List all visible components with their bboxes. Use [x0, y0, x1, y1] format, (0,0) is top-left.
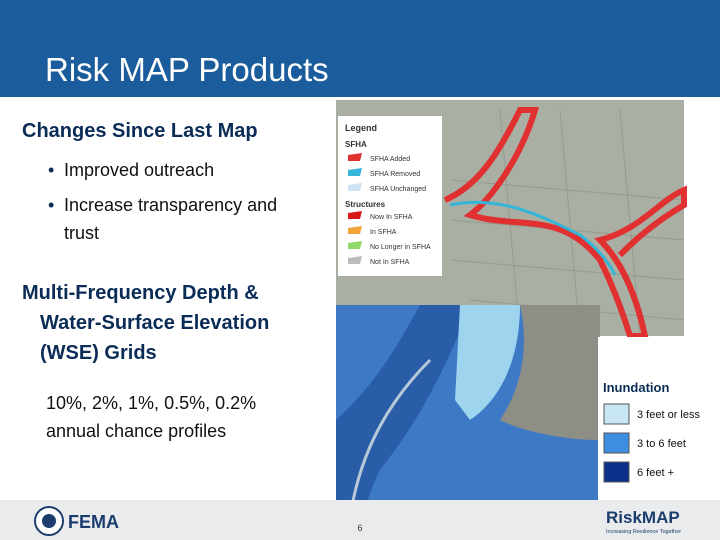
footer-bar — [0, 500, 720, 540]
legend-group: SFHA — [345, 140, 367, 149]
section-heading: Changes Since Last Map — [22, 120, 258, 142]
map-legend-box — [338, 116, 442, 276]
swatch — [348, 241, 362, 249]
depth-zone — [336, 305, 470, 518]
swatch — [348, 256, 362, 264]
inundation-item: 3 feet or less — [637, 409, 700, 421]
swatch — [603, 403, 630, 425]
legend-item: No Longer in SFHA — [370, 244, 431, 251]
riskmap-logo: RiskMAP — [606, 508, 680, 527]
inundation-item: 3 to 6 feet — [637, 438, 686, 450]
section-text: 10%, 2%, 1%, 0.5%, 0.2% annual chance pr… — [46, 393, 257, 441]
swatch — [603, 432, 630, 454]
depth-zone — [455, 305, 520, 420]
swatch — [348, 183, 362, 191]
legend-item: SFHA Removed — [370, 171, 420, 178]
swatch — [348, 226, 362, 234]
riskmap-tagline: Increasing Resilience Together — [606, 529, 681, 535]
fema-logo: FEMA — [68, 512, 119, 532]
legend-item: Now In SFHA — [370, 214, 413, 221]
section-heading: Multi-Frequency Depth & Water-Surface El… — [22, 282, 270, 364]
dhs-seal-center — [42, 514, 56, 528]
legend-group: Structures — [345, 200, 386, 209]
legend-item: SFHA Unchanged — [370, 186, 426, 193]
inundation-title: Inundation — [603, 380, 669, 395]
swatch — [348, 153, 362, 161]
sfha-removed — [449, 200, 617, 276]
header-bar — [0, 0, 720, 97]
legend-item: Not In SFHA — [370, 259, 410, 266]
legend-item: In SFHA — [370, 229, 397, 236]
inundation-item: 6 feet + — [637, 467, 674, 479]
legend-item: SFHA Added — [370, 156, 410, 163]
road — [348, 358, 432, 519]
swatch — [348, 168, 362, 176]
map-legend-title: Legend — [345, 123, 377, 133]
page-number: 6 — [357, 523, 362, 533]
sfha-added — [443, 107, 687, 339]
swatch — [603, 461, 630, 483]
slide-title: Risk MAP Products — [45, 51, 329, 88]
bullet: Increase transparency and trust — [48, 191, 279, 247]
bullet: Improved outreach — [48, 156, 294, 184]
land — [500, 305, 600, 440]
swatch — [348, 211, 362, 219]
